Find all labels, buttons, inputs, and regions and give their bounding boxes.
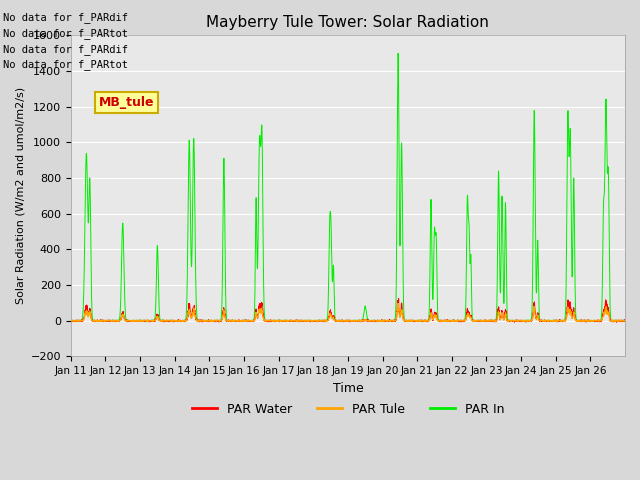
Title: Mayberry Tule Tower: Solar Radiation: Mayberry Tule Tower: Solar Radiation	[207, 15, 490, 30]
Text: No data for f_PARtot: No data for f_PARtot	[3, 28, 128, 39]
Text: No data for f_PARtot: No data for f_PARtot	[3, 60, 128, 71]
X-axis label: Time: Time	[333, 382, 364, 395]
Text: MB_tule: MB_tule	[99, 96, 154, 109]
Text: No data for f_PARdif: No data for f_PARdif	[3, 44, 128, 55]
Legend: PAR Water, PAR Tule, PAR In: PAR Water, PAR Tule, PAR In	[187, 398, 509, 420]
Y-axis label: Solar Radiation (W/m2 and umol/m2/s): Solar Radiation (W/m2 and umol/m2/s)	[15, 87, 25, 304]
Text: No data for f_PARdif: No data for f_PARdif	[3, 12, 128, 23]
